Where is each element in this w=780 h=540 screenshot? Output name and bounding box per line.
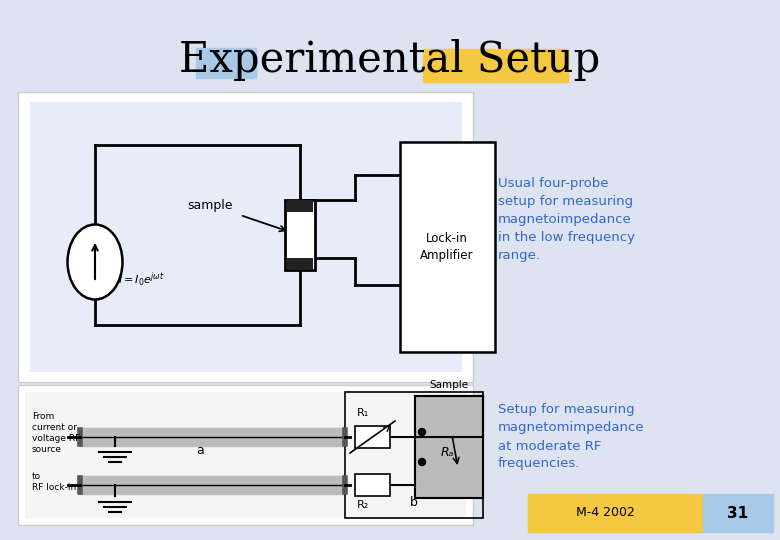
Text: From
current or
voltage RF
source: From current or voltage RF source xyxy=(32,412,80,454)
Circle shape xyxy=(419,429,426,435)
Text: Lock-in
Amplifier: Lock-in Amplifier xyxy=(420,232,473,262)
Bar xyxy=(287,258,313,270)
Bar xyxy=(703,494,773,532)
Ellipse shape xyxy=(68,225,122,300)
Text: sample: sample xyxy=(187,199,232,212)
Text: $I = I_0e^{j\omega t}$: $I = I_0e^{j\omega t}$ xyxy=(118,271,165,289)
Text: R₁: R₁ xyxy=(357,408,369,418)
Bar xyxy=(355,426,390,448)
Bar xyxy=(287,200,313,212)
Text: M-4 2002: M-4 2002 xyxy=(576,507,634,519)
Text: Sample: Sample xyxy=(430,380,469,390)
Text: 31: 31 xyxy=(728,505,749,521)
Bar xyxy=(285,200,315,270)
Bar xyxy=(528,494,703,532)
Bar xyxy=(30,102,462,372)
Bar xyxy=(423,49,568,82)
Text: Usual four-probe
setup for measuring
magnetoimpedance
in the low frequency
range: Usual four-probe setup for measuring mag… xyxy=(498,178,635,262)
Text: to
RF lock-in: to RF lock-in xyxy=(32,472,76,492)
Text: Setup for measuring
magnetomimpedance
at moderate RF
frequencies.: Setup for measuring magnetomimpedance at… xyxy=(498,403,644,470)
Text: a: a xyxy=(196,443,204,456)
Bar xyxy=(355,474,390,496)
Bar xyxy=(415,396,483,498)
Bar xyxy=(18,385,473,525)
Bar xyxy=(18,92,473,382)
Bar xyxy=(400,142,495,352)
Text: Experimental Setup: Experimental Setup xyxy=(179,39,601,81)
Bar xyxy=(345,392,483,518)
Circle shape xyxy=(419,458,426,465)
Bar xyxy=(196,48,256,78)
Bar xyxy=(25,392,466,518)
Text: R₂: R₂ xyxy=(357,500,369,510)
Text: Rₐ: Rₐ xyxy=(440,446,454,458)
Text: b: b xyxy=(410,496,418,509)
